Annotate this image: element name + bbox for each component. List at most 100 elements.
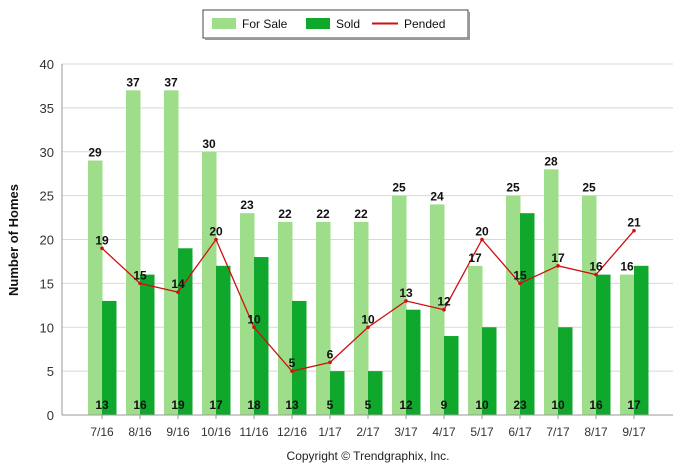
pended-point xyxy=(100,246,104,251)
label-sold: 13 xyxy=(95,398,109,412)
y-tick-label: 35 xyxy=(40,101,54,116)
label-pended: 21 xyxy=(627,216,641,230)
y-tick-label: 30 xyxy=(40,145,54,160)
x-tick-label: 7/17 xyxy=(546,425,570,439)
axes: 0 5 10 15 20 25 30 35 40 7/16 8/16 9/16 10/16 11/16 12… xyxy=(40,57,673,439)
bar-sold xyxy=(482,327,497,415)
bar-sold xyxy=(178,248,193,415)
label-sold: 12 xyxy=(399,398,413,412)
bar-sold xyxy=(216,265,231,415)
bar-sold xyxy=(558,327,573,415)
pended-point xyxy=(556,264,560,268)
data-labels: 29 13 19 37 16 15 37 19 14 30 17 20 23 18 10 22 13 5 22 5 6 2… xyxy=(88,75,641,412)
legend-label-sold: Sold xyxy=(336,17,360,31)
bar-sold xyxy=(330,371,345,415)
label-sold: 17 xyxy=(209,398,223,412)
label-pended: 20 xyxy=(475,225,489,239)
bar-for-sale xyxy=(240,213,255,415)
x-tick-label: 1/17 xyxy=(318,425,342,439)
legend-label-for-sale: For Sale xyxy=(242,17,288,31)
x-tick-label: 3/17 xyxy=(394,425,418,439)
label-pended: 5 xyxy=(289,356,296,370)
label-sold: 5 xyxy=(365,398,372,412)
x-tick-label: 8/17 xyxy=(584,425,608,439)
label-sold: 10 xyxy=(551,398,565,412)
y-tick-label: 10 xyxy=(40,320,54,335)
legend-swatch-for-sale xyxy=(212,18,236,29)
pended-point xyxy=(252,325,256,330)
bar-sold xyxy=(634,265,649,415)
pended-point xyxy=(328,360,332,365)
bar-for-sale xyxy=(88,160,103,415)
bar-for-sale xyxy=(354,221,369,415)
legend: For Sale Sold Pended xyxy=(202,9,470,40)
bar-for-sale xyxy=(506,195,521,415)
pended-point xyxy=(632,228,636,233)
label-pended: 15 xyxy=(513,268,527,282)
label-sold: 19 xyxy=(171,398,185,412)
bar-for-sale xyxy=(582,195,597,415)
label-sold: 5 xyxy=(327,398,334,412)
label-sold: 23 xyxy=(513,398,527,412)
pended-point xyxy=(594,272,598,277)
label-pended: 13 xyxy=(399,286,413,300)
x-tick-label: 7/16 xyxy=(90,425,114,439)
label-for-sale: 30 xyxy=(202,137,216,151)
y-tick-label: 5 xyxy=(47,364,54,379)
x-tick-label: 11/16 xyxy=(239,425,268,439)
bar-for-sale xyxy=(316,221,331,415)
y-tick-label: 20 xyxy=(40,233,54,248)
y-axis-title: Number of Homes xyxy=(6,184,21,296)
label-sold: 9 xyxy=(441,398,448,412)
label-for-sale: 22 xyxy=(316,207,330,221)
legend-swatch-sold xyxy=(306,18,330,29)
pended-point xyxy=(214,237,218,242)
label-sold: 16 xyxy=(589,398,603,412)
bar-for-sale xyxy=(620,274,635,415)
pended-point xyxy=(366,325,370,330)
x-tick-label: 4/17 xyxy=(432,425,456,439)
label-for-sale: 37 xyxy=(126,75,140,89)
pended-point xyxy=(518,281,522,286)
label-pended: 15 xyxy=(133,268,147,282)
label-sold: 13 xyxy=(285,398,299,412)
pended-point xyxy=(442,307,446,312)
x-tick-label: 5/17 xyxy=(470,425,494,439)
bar-sold xyxy=(140,274,155,415)
label-sold: 18 xyxy=(247,398,261,412)
label-pended: 16 xyxy=(589,260,603,274)
label-pended: 14 xyxy=(171,277,185,291)
x-tick-label: 2/17 xyxy=(356,425,380,439)
bars xyxy=(88,90,649,415)
x-tick-label: 9/17 xyxy=(622,425,646,439)
label-pended: 17 xyxy=(551,251,565,265)
x-tick-label: 12/16 xyxy=(277,425,307,439)
copyright-footer: Copyright © Trendgraphix, Inc. xyxy=(287,449,450,463)
label-for-sale: 37 xyxy=(164,75,178,89)
label-sold: 17 xyxy=(627,398,641,412)
y-tick-label: 25 xyxy=(40,189,54,204)
label-for-sale: 25 xyxy=(392,181,406,195)
label-for-sale: 22 xyxy=(278,207,292,221)
bar-for-sale xyxy=(278,221,293,415)
x-tick-label: 8/16 xyxy=(128,425,152,439)
y-tick-label: 40 xyxy=(40,57,54,72)
label-sold: 16 xyxy=(133,398,147,412)
bar-sold xyxy=(444,336,459,415)
bar-for-sale xyxy=(468,265,483,415)
bar-sold xyxy=(292,300,307,415)
bar-for-sale xyxy=(544,169,559,415)
label-pended: 12 xyxy=(437,295,451,309)
label-pended: 10 xyxy=(247,312,261,326)
label-for-sale: 17 xyxy=(468,251,482,265)
label-for-sale: 25 xyxy=(506,181,520,195)
x-tick-label: 6/17 xyxy=(508,425,532,439)
label-sold: 10 xyxy=(475,398,489,412)
bar-sold xyxy=(102,300,117,415)
label-pended: 10 xyxy=(361,312,375,326)
label-for-sale: 29 xyxy=(88,146,102,160)
label-for-sale: 28 xyxy=(544,154,558,168)
bar-sold xyxy=(368,371,383,415)
label-for-sale: 24 xyxy=(430,189,444,203)
